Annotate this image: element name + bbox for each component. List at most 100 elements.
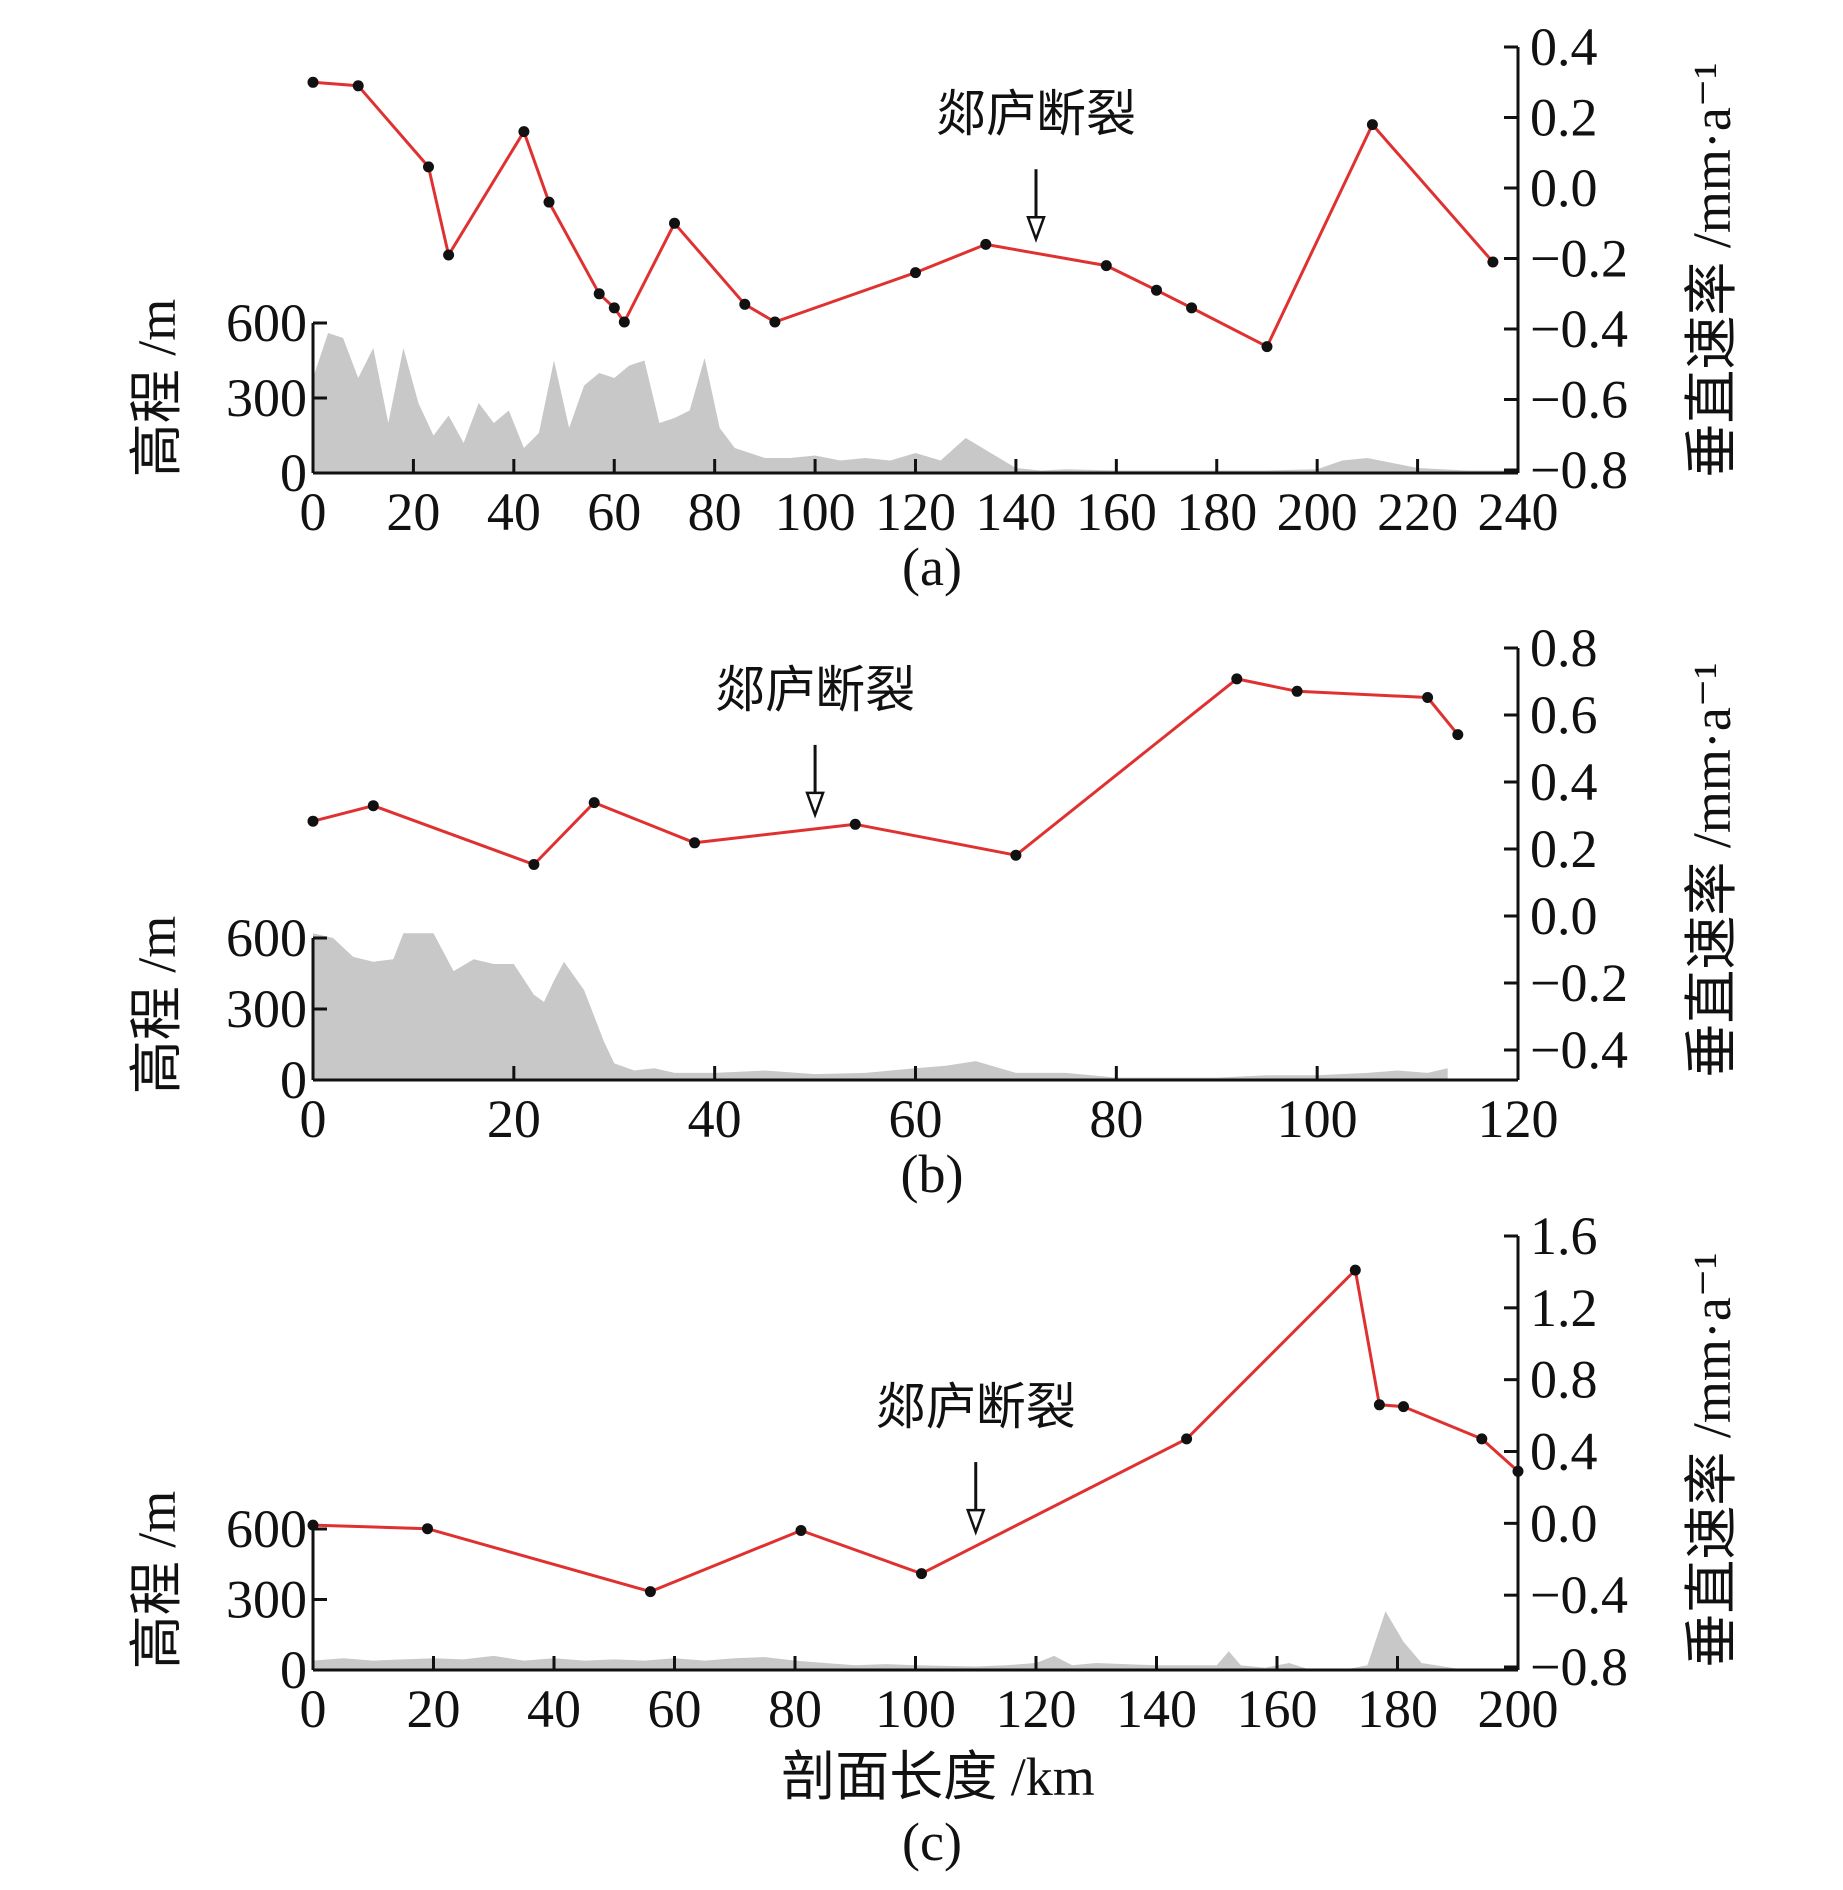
right-tick-label: −0.6 — [1530, 370, 1628, 430]
velocity-point — [1452, 729, 1464, 741]
x-axis-title: 剖面长度 /km — [781, 1747, 1095, 1807]
x-ticks: 0 20 40 60 80 100 120 — [300, 1066, 1559, 1149]
velocity-point — [1476, 1433, 1488, 1445]
velocity-point — [307, 76, 319, 88]
fault-label: 郯庐断裂 — [715, 662, 915, 718]
left-ticks: 0 300 600 — [226, 293, 327, 503]
x-tick-label: 60 — [648, 1679, 702, 1739]
right-tick-label: 0.4 — [1530, 17, 1598, 77]
right-tick-label: −0.4 — [1530, 1565, 1628, 1625]
right-ticks: −0.8 −0.4 0.0 0.4 0.8 1.2 1.6 — [1504, 1206, 1628, 1697]
x-tick-label: 20 — [386, 482, 440, 542]
left-ticks: 0 300 600 — [226, 908, 327, 1110]
left-axis-title: 高程 /m — [127, 1491, 187, 1670]
velocity-point — [849, 818, 861, 830]
velocity-point — [543, 196, 555, 208]
x-tick-label: 160 — [1076, 482, 1157, 542]
velocity-point — [795, 1525, 807, 1536]
right-tick-label: −0.8 — [1530, 1637, 1628, 1697]
x-tick-label: 40 — [487, 482, 541, 542]
velocity-point — [593, 288, 605, 300]
velocity-point — [1186, 302, 1198, 314]
panel-label: (b) — [901, 1144, 964, 1204]
right-axis-title: 垂直速率 /mm·a⁻¹ — [1682, 1252, 1742, 1667]
right-tick-label: 0.0 — [1530, 886, 1598, 946]
x-tick-label: 60 — [889, 1089, 943, 1149]
velocity-point — [980, 238, 992, 250]
velocity-point — [1487, 256, 1499, 268]
velocity-point — [769, 316, 781, 328]
right-axis-title: 垂直速率 /mm·a⁻¹ — [1682, 62, 1742, 477]
left-ticks: 0 300 600 — [226, 1499, 327, 1700]
x-tick-label: 80 — [768, 1679, 822, 1739]
right-tick-label: 0.8 — [1530, 618, 1598, 678]
velocity-point — [422, 1523, 433, 1535]
panel-label: (a) — [902, 537, 962, 597]
fault-label: 郯庐断裂 — [876, 1379, 1076, 1435]
velocity-point — [1261, 341, 1273, 353]
x-tick-label: 120 — [1478, 1089, 1559, 1149]
velocity-point — [1349, 1264, 1361, 1276]
left-tick-label: 300 — [226, 1570, 307, 1630]
velocity-point — [518, 126, 530, 138]
velocity-points — [307, 76, 1499, 353]
x-tick-label: 180 — [1176, 482, 1257, 542]
right-tick-label: −0.2 — [1530, 953, 1628, 1013]
x-tick-label: 200 — [1478, 1679, 1559, 1739]
velocity-point — [352, 80, 364, 92]
velocity-point — [669, 217, 680, 229]
velocity-point — [443, 249, 455, 261]
x-tick-label: 100 — [775, 482, 856, 542]
right-tick-label: −0.4 — [1530, 299, 1628, 359]
x-tick-label: 160 — [1237, 1679, 1318, 1739]
velocity-point — [367, 800, 379, 812]
panel-c: 0 20 40 60 80 100 120 140 160 180 200 0 300 600 −0.8… — [127, 1206, 1742, 1872]
velocity-point — [608, 302, 620, 314]
x-tick-label: 200 — [1277, 482, 1358, 542]
velocity-point — [644, 1586, 656, 1598]
velocity-point — [588, 797, 600, 809]
x-tick-label: 80 — [688, 482, 742, 542]
panel-a: 0 20 40 60 80 100 120 140 160 180 200 220 240 0 300 60… — [127, 17, 1742, 597]
velocity-point — [689, 837, 701, 849]
x-tick-label: 0 — [300, 1089, 327, 1149]
velocity-point — [1010, 849, 1022, 861]
velocity-point — [739, 298, 751, 310]
left-axis-title: 高程 /m — [127, 299, 187, 478]
right-tick-label: 0.0 — [1530, 1493, 1598, 1553]
left-tick-label: 600 — [226, 1499, 307, 1559]
left-tick-label: 600 — [226, 908, 307, 968]
velocity-point — [1181, 1433, 1193, 1445]
fault-arrow — [1026, 169, 1046, 243]
right-tick-label: 0.0 — [1530, 158, 1598, 218]
right-ticks: −0.8 −0.6 −0.4 −0.2 0.0 0.2 0.4 — [1504, 17, 1628, 500]
right-tick-label: 0.2 — [1530, 819, 1598, 879]
x-tick-label: 120 — [875, 482, 956, 542]
elevation-area — [313, 933, 1448, 1080]
x-tick-label: 80 — [1089, 1089, 1143, 1149]
velocity-point — [618, 316, 630, 328]
panel-label: (c) — [902, 1812, 962, 1872]
velocity-point — [1151, 284, 1162, 296]
x-tick-label: 240 — [1478, 482, 1559, 542]
right-tick-label: 0.6 — [1530, 685, 1598, 745]
fault-arrow — [805, 744, 825, 819]
x-tick-label: 60 — [587, 482, 641, 542]
left-tick-label: 0 — [280, 443, 307, 503]
velocity-point — [1422, 692, 1434, 703]
left-tick-label: 300 — [226, 979, 307, 1039]
velocity-point — [1100, 260, 1112, 272]
velocity-point — [910, 267, 921, 279]
elevation-area — [313, 333, 1518, 473]
x-tick-label: 140 — [975, 482, 1056, 542]
right-axis-title: 垂直速率 /mm·a⁻¹ — [1682, 662, 1742, 1077]
fault-arrow — [965, 1462, 986, 1536]
x-tick-label: 0 — [300, 482, 327, 542]
x-ticks: 0 20 40 60 80 100 120 140 160 180 200 220 240 — [300, 459, 1559, 542]
x-tick-label: 220 — [1377, 482, 1458, 542]
x-tick-label: 100 — [1277, 1089, 1358, 1149]
velocity-line — [312, 80, 1495, 349]
velocity-point — [1373, 1399, 1385, 1411]
right-tick-label: 0.4 — [1530, 752, 1598, 812]
